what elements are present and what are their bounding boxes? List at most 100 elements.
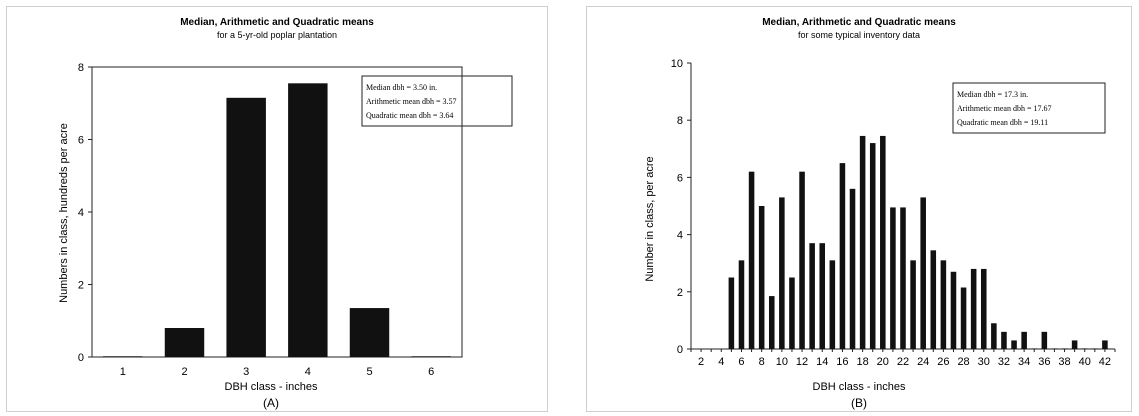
chart-b-xtick-label: 10: [776, 356, 788, 368]
chart-b-bar: [819, 243, 826, 349]
chart-b-bar: [950, 271, 957, 349]
chart-b-xtick-label: 20: [877, 356, 889, 368]
chart-a-ytick-label: 6: [78, 135, 84, 147]
chart-b-bar: [970, 268, 977, 349]
chart-b-bar: [1011, 340, 1017, 349]
chart-b-bar: [779, 197, 785, 349]
chart-a-xtick-label: 1: [120, 366, 126, 378]
chart-b-ytick-label: 8: [677, 115, 683, 127]
chart-b-title: Median, Arithmetic and Quadratic means: [762, 17, 956, 28]
chart-b-caption: (B): [851, 396, 867, 410]
chart-a-bar: [226, 97, 266, 357]
chart-b-bar: [910, 260, 916, 349]
chart-b-bar: [768, 296, 775, 349]
chart-panel-b: Median, Arithmetic and Quadratic means f…: [586, 6, 1132, 412]
chart-b-xtick-label: 34: [1018, 356, 1030, 368]
chart-b-bar: [869, 143, 876, 349]
chart-a-ytick-label: 8: [78, 62, 84, 74]
chart-b-ylabel: Number in class, per acre: [644, 156, 656, 281]
chart-b-xtick-label: 2: [698, 356, 704, 368]
chart-a-stat-quadratic: Quadratic mean dbh = 3.64: [366, 111, 453, 120]
chart-panel-a: Median, Arithmetic and Quadratic means f…: [6, 6, 548, 412]
chart-b-svg: Median, Arithmetic and Quadratic means f…: [644, 17, 1116, 410]
chart-a-stat-arithmetic: Arithmetic mean dbh = 3.57: [366, 97, 457, 106]
chart-a-caption: (A): [263, 396, 279, 410]
chart-b-ytick-label: 4: [677, 230, 683, 242]
chart-a-subtitle: for a 5-yr-old poplar plantation: [217, 30, 337, 40]
chart-b-ytick-label: 6: [677, 172, 683, 184]
chart-b-stat-arithmetic: Arithmetic mean dbh = 17.67: [957, 104, 1052, 113]
chart-b-bar: [920, 197, 926, 349]
chart-b-bar: [859, 135, 866, 349]
chart-b-xtick-label: 8: [759, 356, 765, 368]
chart-b-xtick-label: 24: [917, 356, 929, 368]
chart-b-bar: [1021, 331, 1027, 349]
chart-b-xtick-label: 40: [1079, 356, 1091, 368]
chart-b-bar: [940, 260, 947, 349]
chart-b-stats-box: [952, 82, 1106, 134]
chart-a-title: Median, Arithmetic and Quadratic means: [180, 17, 374, 28]
chart-b-bar: [758, 206, 765, 349]
chart-b-bar: [960, 287, 967, 349]
chart-b-xtick-label: 12: [796, 356, 808, 368]
chart-a-stats-box: [361, 75, 513, 127]
chart-b-bar: [809, 243, 815, 349]
chart-b-bar: [991, 323, 997, 349]
chart-b-bar: [980, 268, 987, 349]
chart-b-bar: [839, 163, 846, 349]
chart-b-ytick-label: 10: [671, 58, 683, 70]
chart-b-bar: [1061, 348, 1068, 349]
chart-a-xtick-label: 3: [243, 366, 249, 378]
chart-a-bar: [411, 356, 451, 357]
chart-b-xtick-label: 28: [957, 356, 969, 368]
chart-b-xtick-label: 42: [1099, 356, 1111, 368]
chart-a-bar: [164, 328, 205, 357]
chart-b-xtick-label: 38: [1058, 356, 1070, 368]
chart-b-xlabel: DBH class - inches: [813, 381, 906, 393]
chart-b-bar: [880, 135, 886, 349]
chart-b-bar: [1001, 331, 1007, 349]
chart-b-xtick-label: 26: [937, 356, 949, 368]
chart-a-xtick-label: 5: [366, 366, 372, 378]
chart-b-bar: [1102, 340, 1108, 349]
chart-b-bar: [789, 277, 795, 349]
chart-b-bar: [728, 277, 735, 349]
chart-a-ytick-label: 2: [78, 280, 84, 292]
chart-a-stat-median: Median dbh = 3.50 in.: [366, 83, 437, 92]
chart-b-stat-quadratic: Quadratic mean dbh = 19.11: [957, 118, 1048, 127]
chart-b-bar: [1051, 348, 1058, 349]
chart-a-xtick-label: 2: [181, 366, 187, 378]
chart-b-xtick-label: 18: [856, 356, 868, 368]
chart-b-xtick-label: 32: [998, 356, 1010, 368]
chart-a-bar: [103, 356, 143, 357]
chart-b-bar: [1081, 348, 1088, 349]
chart-a-xlabel: DBH class - inches: [225, 381, 318, 393]
chart-b-xtick-label: 16: [836, 356, 848, 368]
chart-b-bar: [829, 260, 836, 349]
chart-a-bar: [288, 83, 328, 357]
chart-b-bar: [738, 260, 745, 349]
chart-b-bar: [799, 171, 805, 349]
chart-b-xtick-label: 22: [897, 356, 909, 368]
chart-a-ytick-label: 0: [78, 352, 84, 364]
chart-b-bar: [1041, 331, 1048, 349]
chart-b-bar: [890, 207, 896, 349]
chart-b-xtick-label: 4: [718, 356, 724, 368]
chart-a-ylabel: Numbers in class, hundreds per acre: [58, 123, 70, 303]
chart-b-stat-median: Median dbh = 17.3 in.: [957, 90, 1028, 99]
chart-b-xtick-label: 30: [978, 356, 990, 368]
chart-b-xtick-label: 36: [1038, 356, 1050, 368]
chart-b-bar: [930, 250, 937, 349]
chart-b-subtitle: for some typical inventory data: [798, 30, 920, 40]
chart-a-xtick-label: 6: [428, 366, 434, 378]
chart-b-bar: [1092, 348, 1098, 349]
chart-b-bar: [849, 188, 856, 349]
chart-a-bar: [349, 308, 390, 357]
chart-a-xtick-label: 4: [305, 366, 311, 378]
chart-b-bar: [748, 171, 755, 349]
chart-b-xtick-label: 14: [816, 356, 828, 368]
chart-b-ytick-label: 0: [677, 344, 683, 356]
chart-b-bar: [1071, 340, 1078, 349]
chart-a-svg: Median, Arithmetic and Quadratic means f…: [58, 17, 513, 410]
chart-a-ytick-label: 4: [78, 207, 84, 219]
